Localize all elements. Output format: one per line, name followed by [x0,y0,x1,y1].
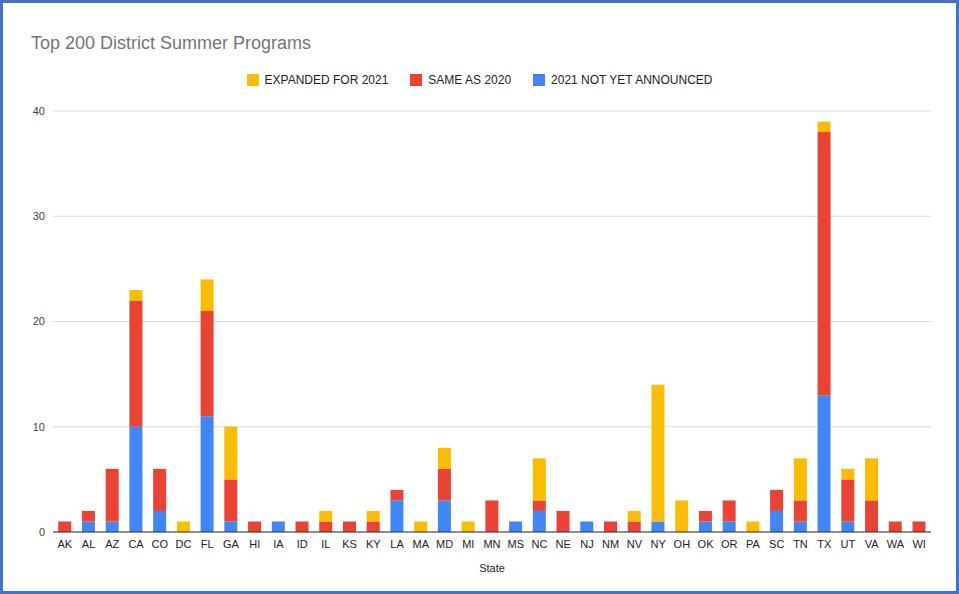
svg-text:10: 10 [33,421,45,433]
svg-text:LA: LA [390,538,404,550]
svg-text:OR: OR [721,538,738,550]
svg-text:WA: WA [887,538,905,550]
svg-text:NM: NM [602,538,619,550]
svg-text:WI: WI [912,538,925,550]
svg-text:PA: PA [746,538,761,550]
svg-text:IA: IA [273,538,284,550]
svg-text:0: 0 [39,526,45,538]
svg-text:IL: IL [321,538,330,550]
svg-text:UT: UT [841,538,856,550]
svg-text:MD: MD [436,538,453,550]
svg-text:NC: NC [532,538,548,550]
svg-text:DC: DC [176,538,192,550]
svg-text:SC: SC [769,538,784,550]
svg-text:KY: KY [366,538,381,550]
svg-text:TX: TX [817,538,832,550]
svg-text:HI: HI [249,538,260,550]
svg-text:NV: NV [627,538,643,550]
svg-text:OK: OK [698,538,715,550]
svg-text:30: 30 [33,210,45,222]
svg-text:CA: CA [128,538,144,550]
svg-text:CO: CO [152,538,169,550]
svg-text:AZ: AZ [105,538,119,550]
svg-text:VA: VA [865,538,880,550]
svg-text:State: State [479,562,505,574]
svg-text:MI: MI [462,538,474,550]
svg-text:NJ: NJ [580,538,593,550]
html-text:EXPANDED FOR 2021: EXPANDED FOR 2021 [264,73,389,87]
svg-text:OH: OH [674,538,691,550]
svg-text:MN: MN [483,538,500,550]
svg-text:MA: MA [413,538,430,550]
svg-text:AK: AK [58,538,73,550]
svg-text:AL: AL [82,538,95,550]
svg-text:FL: FL [201,538,214,550]
html-text:2021 NOT YET ANNOUNCED: 2021 NOT YET ANNOUNCED [551,73,713,87]
svg-text:40: 40 [33,105,45,117]
svg-text:GA: GA [223,538,240,550]
html-text:Top 200 District Summer Progra: Top 200 District Summer Programs [31,33,312,53]
svg-text:NY: NY [650,538,666,550]
svg-text:ID: ID [297,538,308,550]
html-text:SAME AS 2020: SAME AS 2020 [428,73,512,87]
svg-text:NE: NE [556,538,571,550]
svg-text:TN: TN [793,538,808,550]
svg-text:20: 20 [33,315,45,327]
svg-text:MS: MS [507,538,524,550]
svg-text:KS: KS [342,538,357,550]
